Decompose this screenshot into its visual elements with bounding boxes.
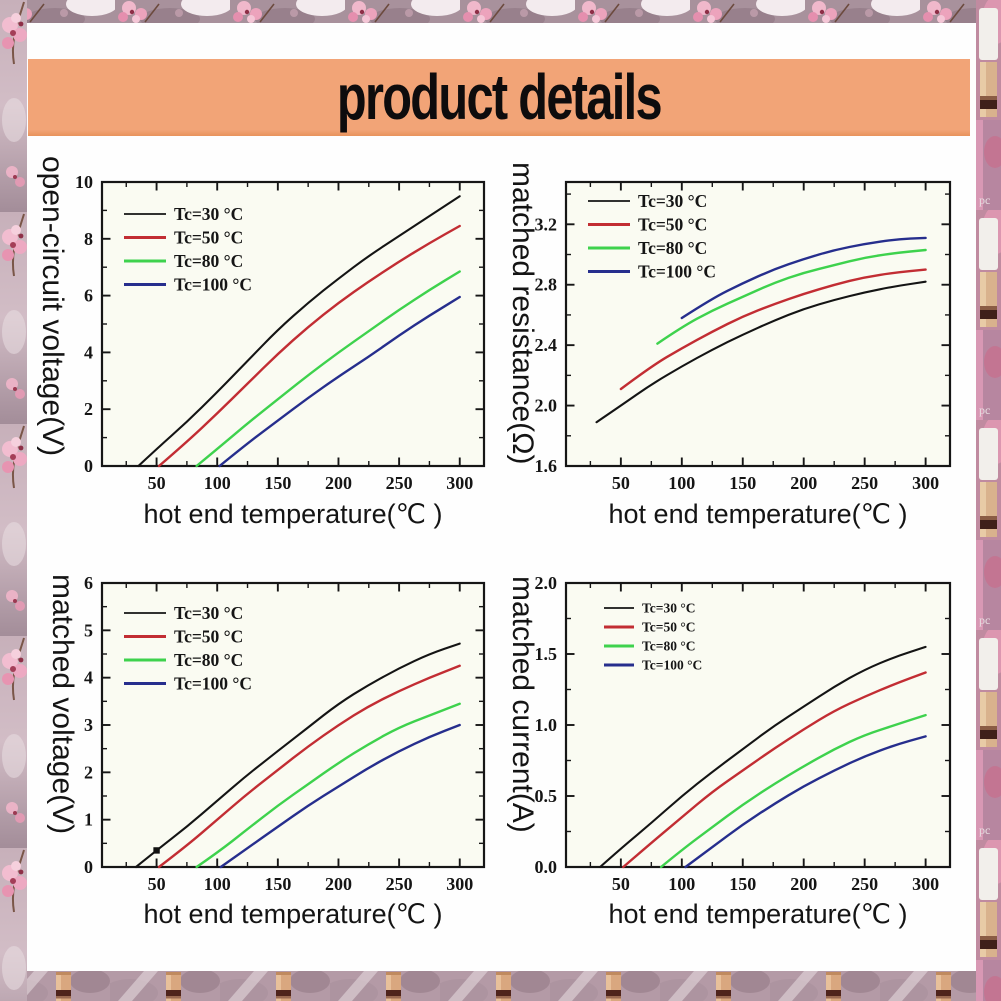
page-title: product details — [336, 61, 663, 134]
svg-text:1.5: 1.5 — [535, 644, 558, 664]
svg-text:4: 4 — [84, 668, 93, 688]
svg-text:6: 6 — [84, 286, 93, 306]
x-axis-label: hot end temperature(℃ ) — [608, 899, 908, 929]
svg-text:1.0: 1.0 — [535, 715, 558, 735]
svg-text:2: 2 — [84, 762, 93, 782]
svg-text:50: 50 — [148, 473, 166, 493]
svg-text:50: 50 — [148, 874, 166, 894]
svg-text:200: 200 — [325, 874, 352, 894]
svg-text:100: 100 — [204, 473, 231, 493]
svg-text:0: 0 — [84, 456, 93, 476]
floral-border-left — [0, 0, 27, 1001]
chart-open-circuit-voltage: open-circuit voltage(V) 50 100 150 200 250 30… — [28, 150, 502, 555]
floral-border-right: pc — [976, 0, 1001, 1001]
chart-matched-current: matched current(A) 50 100 150 200 250 300 0.0 0… — [496, 550, 970, 955]
y-axis-label: matched voltage(V) — [46, 574, 79, 835]
svg-text:Tc=50 °C: Tc=50 °C — [642, 620, 695, 635]
chart-matched-voltage: matched voltage(V) 50 100 150 200 250 300 0 1 2 3… — [28, 550, 502, 955]
svg-text:Tc=50 °C: Tc=50 °C — [638, 214, 707, 234]
title-banner: product details — [28, 59, 970, 136]
svg-text:250: 250 — [851, 473, 878, 493]
svg-text:100: 100 — [204, 874, 231, 894]
svg-text:3: 3 — [84, 715, 93, 735]
y-axis-label: open-circuit voltage(V) — [36, 156, 69, 457]
svg-text:200: 200 — [790, 874, 817, 894]
svg-text:2.0: 2.0 — [535, 573, 558, 593]
svg-text:2.8: 2.8 — [535, 275, 558, 295]
x-axis-label: hot end temperature(℃ ) — [608, 499, 908, 529]
svg-text:2.4: 2.4 — [535, 335, 558, 355]
svg-text:Tc=50 °C: Tc=50 °C — [174, 227, 243, 247]
svg-text:Tc=100 °C: Tc=100 °C — [642, 658, 702, 673]
svg-text:150: 150 — [729, 473, 756, 493]
svg-text:8: 8 — [84, 229, 93, 249]
svg-text:Tc=30 °C: Tc=30 °C — [638, 191, 707, 211]
svg-text:200: 200 — [325, 473, 352, 493]
svg-text:Tc=80 °C: Tc=80 °C — [642, 639, 695, 654]
svg-text:200: 200 — [790, 473, 817, 493]
svg-text:2.0: 2.0 — [535, 396, 558, 416]
svg-text:150: 150 — [264, 473, 291, 493]
svg-text:100: 100 — [668, 473, 695, 493]
svg-text:300: 300 — [446, 874, 473, 894]
svg-text:5: 5 — [84, 620, 93, 640]
svg-text:Tc=80 °C: Tc=80 °C — [638, 238, 707, 258]
y-axis-label: matched current(A) — [506, 576, 539, 833]
svg-text:1: 1 — [84, 810, 93, 830]
svg-text:Tc=30 °C: Tc=30 °C — [174, 204, 243, 224]
svg-text:3.2: 3.2 — [535, 214, 558, 234]
svg-text:10: 10 — [75, 172, 93, 192]
matched-current-plot: 50 100 150 200 250 300 0.0 0.5 1.0 1.5 2.0 Tc=30 °C… — [535, 573, 952, 894]
svg-text:Tc=30 °C: Tc=30 °C — [642, 601, 695, 616]
svg-text:0.0: 0.0 — [535, 857, 558, 877]
matched-resistance-plot: 50 100 150 200 250 300 1.6 2.0 2.4 2.8 3.2 Tc=30 °C… — [535, 180, 952, 493]
svg-text:0.5: 0.5 — [535, 786, 558, 806]
svg-text:Tc=50 °C: Tc=50 °C — [174, 626, 243, 646]
svg-text:300: 300 — [912, 473, 939, 493]
y-axis-label: matched resistance(Ω) — [506, 162, 539, 465]
svg-text:100: 100 — [668, 874, 695, 894]
matched-voltage-plot: 50 100 150 200 250 300 0 1 2 3 4 5 6 Tc=30 °C Tc=50 °C… — [84, 573, 486, 894]
chart-matched-resistance: matched resistance(Ω) 50 100 150 200 250 300 1… — [496, 150, 970, 555]
svg-text:50: 50 — [612, 473, 630, 493]
floral-border-top — [0, 0, 1001, 23]
x-axis-label: hot end temperature(℃ ) — [143, 499, 443, 529]
svg-text:Tc=30 °C: Tc=30 °C — [174, 603, 243, 623]
floral-border-bottom — [0, 971, 1001, 1001]
open-circuit-voltage-plot: 50 100 150 200 250 300 0 2 4 6 8 10 Tc=30 °C Tc=50 °C… — [75, 172, 486, 493]
svg-text:Tc=100 °C: Tc=100 °C — [638, 261, 716, 281]
svg-text:1.6: 1.6 — [535, 456, 558, 476]
svg-text:Tc=100 °C: Tc=100 °C — [174, 673, 252, 693]
svg-text:Tc=80 °C: Tc=80 °C — [174, 251, 243, 271]
svg-text:300: 300 — [912, 874, 939, 894]
svg-text:Tc=100 °C: Tc=100 °C — [174, 274, 252, 294]
svg-text:2: 2 — [84, 399, 93, 419]
svg-text:4: 4 — [84, 342, 93, 362]
x-axis-label: hot end temperature(℃ ) — [143, 899, 443, 929]
svg-text:150: 150 — [264, 874, 291, 894]
svg-text:250: 250 — [386, 874, 413, 894]
svg-text:300: 300 — [446, 473, 473, 493]
svg-text:0: 0 — [84, 857, 93, 877]
svg-text:50: 50 — [612, 874, 630, 894]
svg-text:250: 250 — [851, 874, 878, 894]
svg-text:250: 250 — [386, 473, 413, 493]
svg-text:6: 6 — [84, 573, 93, 593]
svg-text:150: 150 — [729, 874, 756, 894]
svg-text:Tc=80 °C: Tc=80 °C — [174, 650, 243, 670]
